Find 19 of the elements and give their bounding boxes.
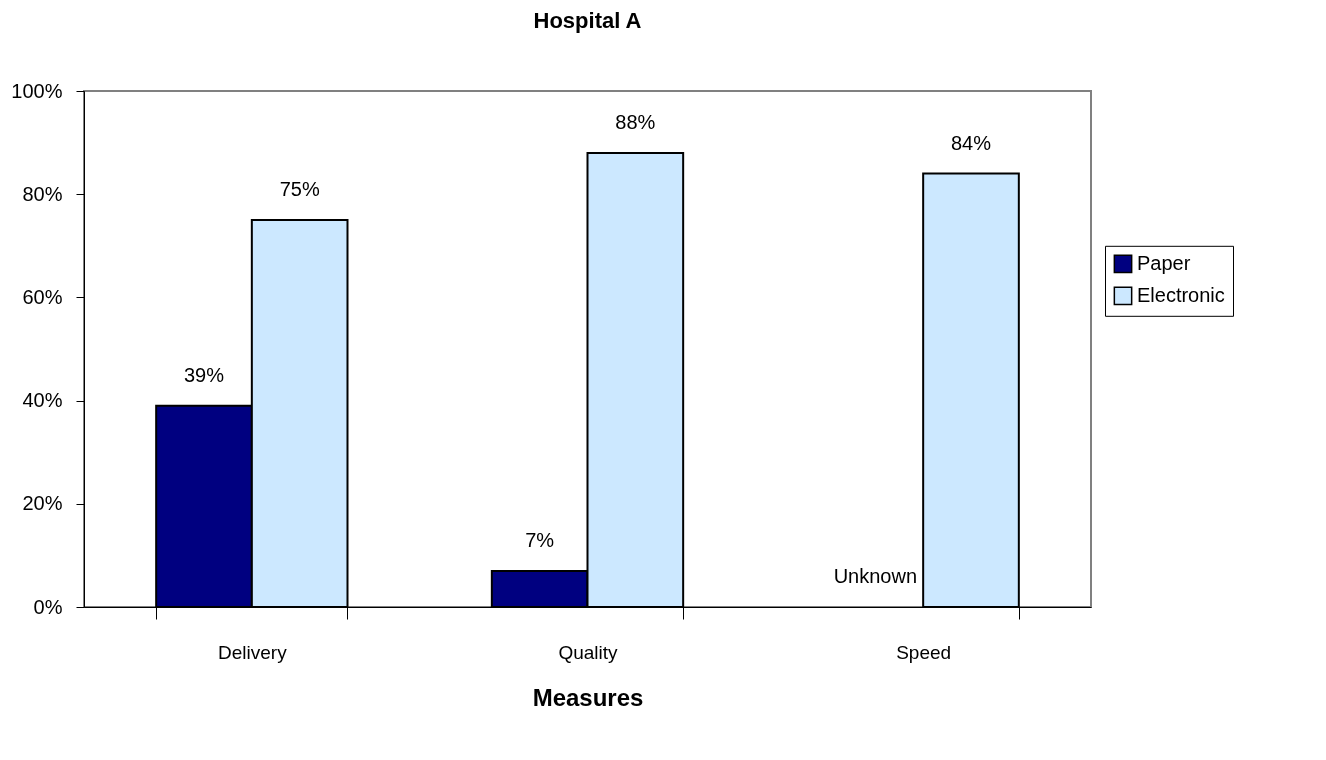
data-label: 39% — [183, 363, 225, 386]
x-tick-label: Delivery — [218, 641, 288, 663]
data-label: 7% — [525, 528, 555, 551]
data-label: 88% — [615, 110, 656, 133]
y-tick-label: 60% — [22, 285, 63, 308]
x-tick-label: Quality — [558, 641, 619, 663]
chart-title: Hospital A — [533, 8, 642, 33]
legend-label: Electronic — [1137, 283, 1225, 306]
legend-label: Paper — [1137, 251, 1191, 274]
y-tick-label: 80% — [22, 182, 63, 205]
y-tick-label: 20% — [22, 492, 63, 515]
text: Unknown — [833, 565, 918, 587]
y-tick-label: 100% — [11, 79, 63, 102]
x-axis-title: Measures — [532, 683, 644, 711]
x-tick-label: Speed — [896, 641, 952, 663]
y-tick-label: 0% — [33, 595, 63, 618]
data-label: 75% — [279, 178, 320, 200]
y-tick-label: 40% — [22, 389, 63, 412]
data-label: 84% — [950, 131, 992, 154]
